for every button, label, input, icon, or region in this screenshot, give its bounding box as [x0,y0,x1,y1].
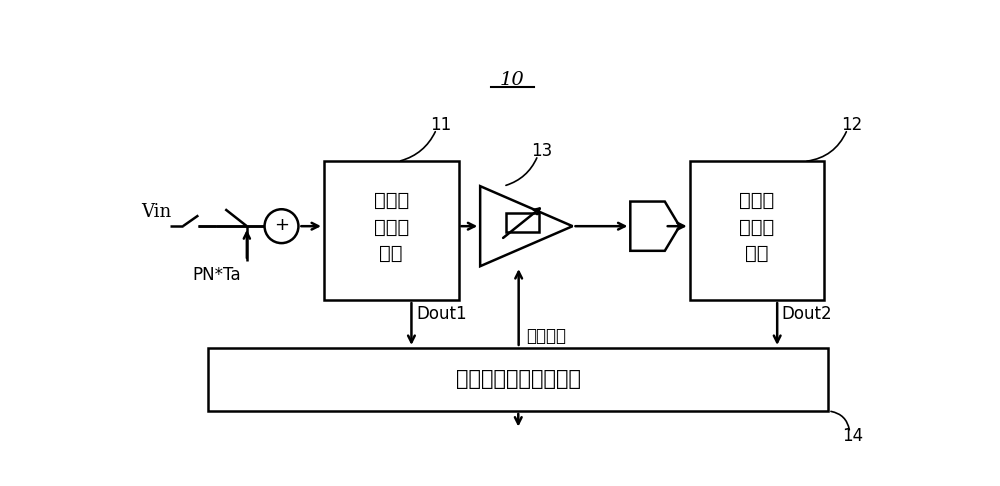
Bar [506,213,539,232]
Text: 10: 10 [500,71,525,89]
Bar [324,161,459,300]
Text: PN*Ta: PN*Ta [192,266,241,284]
Text: Dout2: Dout2 [782,305,832,323]
Circle shape [265,209,298,243]
Text: 数字校准控制逻辑电路: 数字校准控制逻辑电路 [456,369,581,389]
Text: 12: 12 [841,116,862,134]
Text: 控制增益: 控制增益 [526,327,566,345]
Text: 13: 13 [531,142,552,160]
Polygon shape [630,202,680,251]
Text: Dout1: Dout1 [416,305,467,323]
Bar [208,348,828,411]
Text: Vin: Vin [141,203,172,221]
Text: +: + [274,216,289,234]
Text: 14: 14 [842,427,863,445]
Polygon shape [480,186,573,266]
Bar [690,161,824,300]
Text: 11: 11 [430,116,451,134]
Text: 第二级
模数转
换器: 第二级 模数转 换器 [739,191,775,263]
Text: 第一级
模数转
换器: 第一级 模数转 换器 [374,191,409,263]
